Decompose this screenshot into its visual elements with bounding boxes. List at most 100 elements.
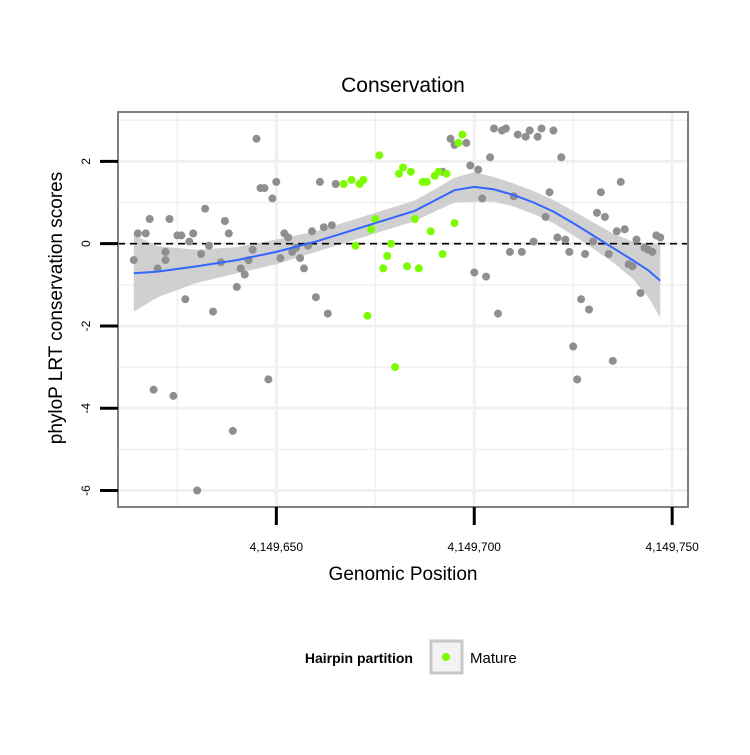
point-other xyxy=(612,227,621,236)
point-other xyxy=(620,225,629,234)
point-other xyxy=(201,204,210,213)
point-other xyxy=(585,305,593,314)
point-other xyxy=(232,282,241,291)
point-other xyxy=(628,262,637,271)
point-other xyxy=(525,126,534,135)
point-other xyxy=(648,247,657,256)
point-other xyxy=(501,124,510,133)
point-other xyxy=(656,233,665,242)
point-other xyxy=(197,250,206,258)
y-tick-label: -6 xyxy=(79,485,93,496)
smooth-line-path xyxy=(133,185,661,282)
point-other xyxy=(549,126,558,135)
point-other xyxy=(636,289,645,297)
point-mature xyxy=(410,215,419,223)
point-other xyxy=(236,264,245,273)
point-other xyxy=(486,153,495,162)
point-other xyxy=(220,217,229,225)
point-other xyxy=(541,212,550,221)
point-other xyxy=(327,221,336,230)
plot-panel-border xyxy=(117,111,689,508)
point-other xyxy=(264,375,273,384)
point-other xyxy=(577,295,586,304)
point-mature xyxy=(391,363,400,372)
legend-key-mature xyxy=(442,653,450,661)
legend: Hairpin partition Mature xyxy=(305,639,517,675)
point-other xyxy=(300,264,308,273)
point-other xyxy=(593,208,601,217)
point-other xyxy=(149,385,158,394)
point-other xyxy=(193,486,202,495)
x-axis: 4,149,650 4,149,700 4,149,750 xyxy=(250,507,699,554)
point-mature xyxy=(406,167,415,176)
point-other xyxy=(561,235,570,244)
point-other xyxy=(189,229,198,238)
point-other xyxy=(276,254,285,263)
point-other xyxy=(462,138,471,147)
point-other xyxy=(513,130,522,139)
point-other xyxy=(181,295,190,304)
point-other xyxy=(228,426,237,435)
point-mature xyxy=(442,169,451,178)
y-axis-label: phyloP LRT conservation scores xyxy=(46,172,67,445)
y-tick-label: 0 xyxy=(79,240,93,247)
point-other xyxy=(529,237,538,246)
point-other xyxy=(133,229,142,238)
y-axis: 2 0 -2 -4 -6 xyxy=(79,158,118,496)
y-tick-label: -2 xyxy=(79,320,93,331)
legend-entry-label: Mature xyxy=(470,650,517,667)
point-mature xyxy=(363,311,372,320)
point-other xyxy=(581,250,590,258)
chart-title: Conservation xyxy=(341,74,465,97)
point-other xyxy=(537,124,546,133)
point-other xyxy=(205,241,213,250)
point-other xyxy=(311,293,320,302)
point-mature xyxy=(403,262,411,271)
point-other xyxy=(161,247,170,256)
point-other xyxy=(177,231,186,240)
point-mature xyxy=(339,180,348,188)
point-other xyxy=(573,375,582,384)
point-mature xyxy=(438,250,447,258)
point-other xyxy=(632,235,641,244)
point-other xyxy=(169,391,178,400)
point-other xyxy=(557,153,566,162)
confidence-band xyxy=(133,172,661,318)
point-other xyxy=(604,250,613,258)
x-tick-label: 4,149,650 xyxy=(250,540,304,554)
point-other xyxy=(589,237,597,246)
point-mature xyxy=(454,138,463,147)
point-other xyxy=(240,270,249,279)
point-other xyxy=(474,165,483,174)
point-mature xyxy=(359,175,368,184)
point-mature xyxy=(399,163,407,172)
point-other xyxy=(490,124,498,133)
point-other xyxy=(252,134,261,143)
point-other xyxy=(446,134,455,143)
x-axis-label: Genomic Position xyxy=(329,564,478,585)
point-other xyxy=(296,254,305,263)
point-other xyxy=(165,215,174,223)
point-mature xyxy=(422,177,431,186)
point-other xyxy=(248,245,257,254)
y-tick-label: 2 xyxy=(79,158,93,165)
point-other xyxy=(600,212,609,221)
point-mature xyxy=(426,227,435,236)
point-mature xyxy=(383,252,392,260)
point-mature xyxy=(347,175,356,184)
point-other xyxy=(470,268,479,277)
point-other xyxy=(521,132,530,141)
point-other xyxy=(141,229,150,238)
point-other xyxy=(505,247,514,256)
point-other xyxy=(319,223,328,232)
point-other xyxy=(161,256,170,265)
smooth-fit-line xyxy=(133,185,661,282)
x-tick-label: 4,149,700 xyxy=(448,540,502,554)
point-other xyxy=(129,256,138,265)
grid-lines xyxy=(118,112,688,507)
point-mature xyxy=(450,219,459,228)
point-other xyxy=(331,180,340,188)
point-other xyxy=(323,309,332,318)
